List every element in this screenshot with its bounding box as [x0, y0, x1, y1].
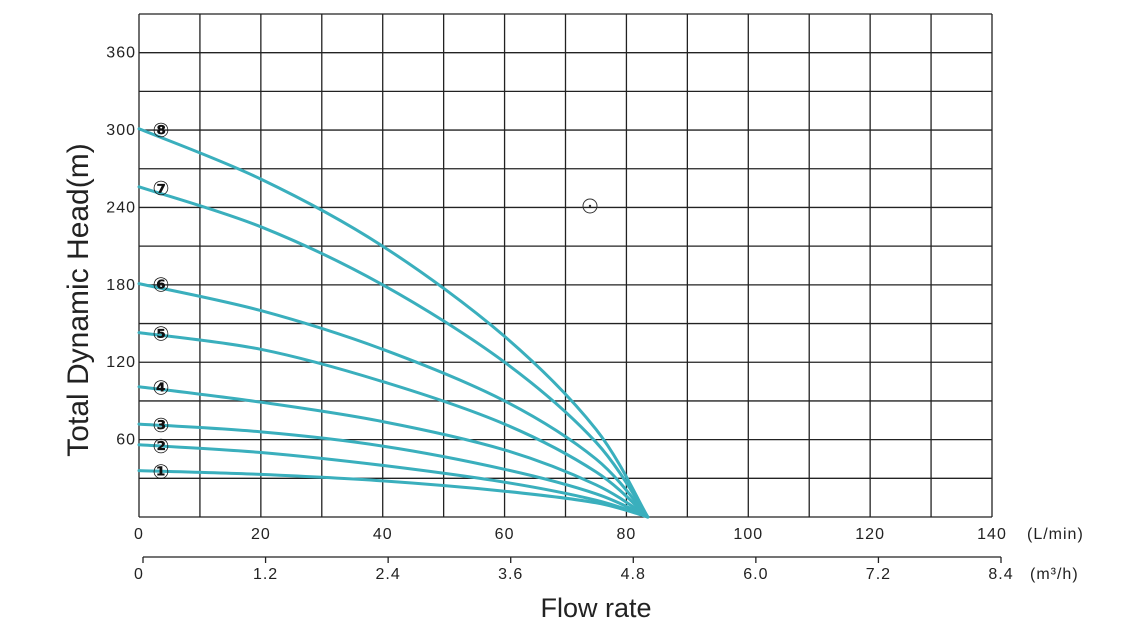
series-line-3 [137, 422, 650, 519]
x-tick-label: 80 [617, 526, 637, 543]
x2-tick-label: 2.4 [376, 566, 401, 583]
series-line-2 [137, 443, 650, 519]
marker-dot-icon [582, 198, 598, 214]
x2-tick-label: 7.2 [866, 566, 891, 583]
y-tick-label: 180 [106, 277, 136, 294]
x-tick-label: 140 [977, 526, 1007, 543]
x2-tick-label: 3.6 [498, 566, 523, 583]
series-line-4 [137, 385, 650, 519]
x-axis-title: Flow rate [540, 593, 651, 623]
series-line-1 [137, 469, 650, 519]
series-line-8 [137, 127, 650, 519]
grid [138, 13, 993, 518]
secondary-x-axis: 0 1.2 2.4 3.6 4.8 6.0 7.2 8.4 [134, 556, 1013, 583]
series-label-4: ④ [153, 376, 170, 400]
x-tick-label: 20 [251, 526, 271, 543]
marker-dot-center [588, 204, 592, 208]
series-line-6 [137, 282, 650, 519]
curve-labels: ①②③ ④ ⑤ ⑥ ⑦ ⑧ [153, 118, 170, 484]
y-tick-label: 300 [106, 122, 136, 139]
x-unit-label: (L/min) [1027, 526, 1084, 543]
curves [137, 127, 650, 519]
x2-tick-label: 1.2 [253, 566, 278, 583]
x2-tick-label: 8.4 [988, 566, 1013, 583]
y-axis-title: Total Dynamic Head(m) [62, 143, 95, 456]
series-label-7: ⑦ [153, 176, 170, 200]
x-tick-label: 100 [733, 526, 763, 543]
x-tick-label: 40 [373, 526, 393, 543]
x2-unit-label: (m³/h) [1030, 566, 1079, 583]
x-tick-label: 120 [855, 526, 885, 543]
x-tick-label: 0 [134, 526, 144, 543]
x-tick-label: 60 [495, 526, 515, 543]
y-tick-label: 240 [106, 199, 136, 216]
y-tick-label: 60 [116, 432, 136, 449]
x2-tick-label: 4.8 [621, 566, 646, 583]
y-tick-label: 120 [106, 354, 136, 371]
series-label-1: ① [153, 460, 170, 484]
series-label-8: ⑧ [153, 118, 170, 142]
series-line-5 [137, 331, 650, 519]
series-label-3: ③ [153, 413, 170, 437]
series-label-2: ② [153, 434, 170, 458]
x-tick-labels: 0 20 40 60 80 100 120 140 [134, 526, 1007, 543]
series-line-7 [137, 185, 650, 519]
series-label-6: ⑥ [153, 273, 170, 297]
y-tick-label: 360 [106, 45, 136, 62]
series-label-5: ⑤ [153, 322, 170, 346]
x2-tick-label: 0 [134, 566, 144, 583]
x2-tick-label: 6.0 [743, 566, 768, 583]
y-tick-labels: 60 120 180 240 300 360 [106, 45, 136, 449]
